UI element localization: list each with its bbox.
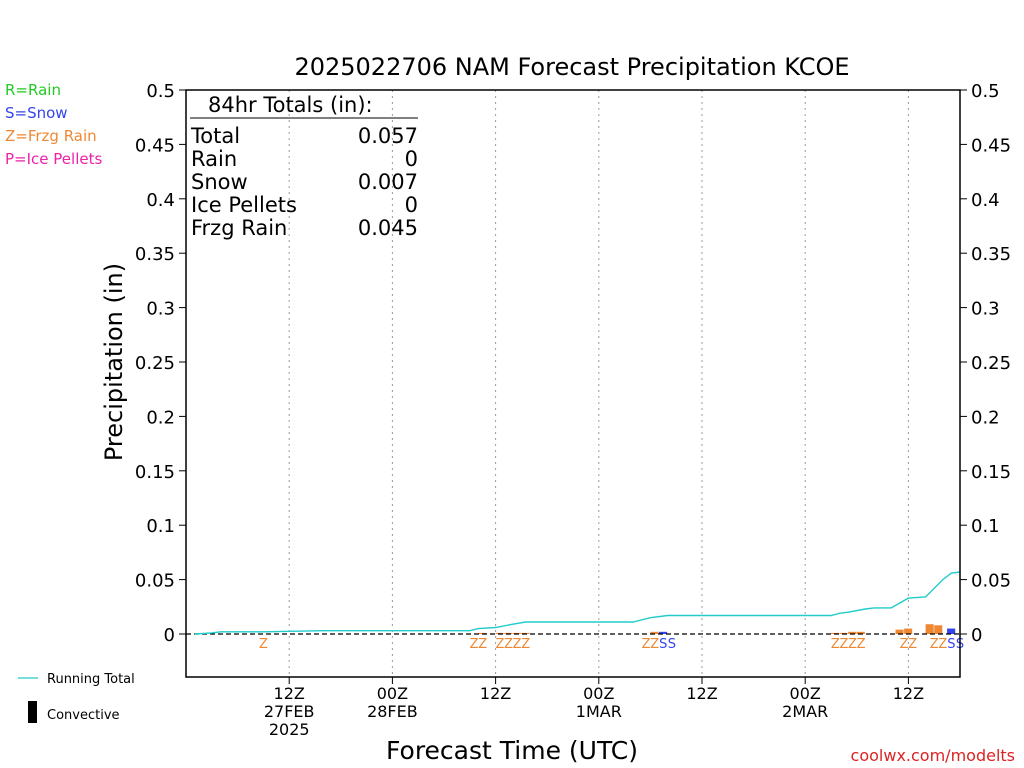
y-tick-label-left-7: 0.35 bbox=[135, 244, 175, 265]
x-tick-label-6-0: 12Z bbox=[893, 684, 924, 703]
y-tick-label-right-1: 0.05 bbox=[971, 571, 1011, 592]
y-tick-label-right-2: 0.1 bbox=[971, 516, 1000, 537]
type-label-19: S bbox=[947, 637, 955, 652]
y-tick-label-right-3: 0.15 bbox=[971, 462, 1011, 483]
y-tick-label-right-10: 0.5 bbox=[971, 81, 1000, 102]
type-label-12: Z bbox=[839, 637, 848, 652]
type-label-17: Z bbox=[930, 637, 939, 652]
y-axis-label: Precipitation (in) bbox=[100, 263, 128, 461]
legend-convective: Convective bbox=[47, 708, 120, 723]
y-tick-label-right-4: 0.2 bbox=[971, 407, 1000, 428]
y-tick-label-left-10: 0.5 bbox=[146, 81, 175, 102]
type-label-18: Z bbox=[938, 637, 947, 652]
type-label-8: Z bbox=[650, 637, 659, 652]
x-tick-label-5-1: 2MAR bbox=[782, 702, 828, 721]
plot-frame bbox=[185, 89, 961, 678]
bar-10 bbox=[856, 631, 865, 634]
y-tick-label-left-8: 0.4 bbox=[146, 190, 175, 211]
type-label-15: Z bbox=[900, 637, 909, 652]
totals-label-rain: Rain bbox=[191, 147, 237, 171]
running-total-line bbox=[194, 571, 961, 635]
x-axis-label: Forecast Time (UTC) bbox=[386, 736, 638, 765]
credit-text: coolwx.com/modelts bbox=[851, 746, 1015, 765]
totals-label-ice-pellets: Ice Pellets bbox=[191, 193, 297, 217]
y-tick-label-right-5: 0.25 bbox=[971, 353, 1011, 374]
x-tick-label-5-0: 00Z bbox=[790, 684, 821, 703]
legend-frzg-rain: Z=Frzg Rain bbox=[5, 127, 97, 145]
type-label-0: Z bbox=[259, 637, 268, 652]
type-label-13: Z bbox=[848, 637, 857, 652]
totals-heading: 84hr Totals (in): bbox=[208, 93, 373, 117]
type-label-7: Z bbox=[642, 637, 651, 652]
x-tick-label-3-1: 1MAR bbox=[576, 702, 622, 721]
x-tick-label-4-0: 12Z bbox=[686, 684, 717, 703]
bar-9 bbox=[848, 631, 857, 634]
type-label-6: Z bbox=[521, 637, 530, 652]
legend-ice-pellets: P=Ice Pellets bbox=[5, 150, 102, 168]
running-total-series bbox=[194, 571, 961, 635]
bar-15 bbox=[947, 628, 956, 634]
y-tick-label-left-2: 0.1 bbox=[146, 516, 175, 537]
type-label-11: Z bbox=[831, 637, 840, 652]
y-axes: 0 0 0.05 0.05 0.1 0.1 0.15 0.15 0.2 0.2 0.25 0.25 0.… bbox=[135, 81, 1011, 646]
y-tick-label-right-0: 0 bbox=[971, 625, 982, 646]
type-label-3: Z bbox=[495, 637, 504, 652]
legend-snow: S=Snow bbox=[5, 104, 68, 122]
x-tick-label-0-2: 2025 bbox=[269, 720, 310, 739]
x-tick-label-1-1: 28FEB bbox=[367, 702, 418, 721]
y-tick-label-left-6: 0.3 bbox=[146, 299, 175, 320]
x-tick-label-1-0: 00Z bbox=[377, 684, 408, 703]
bar-14 bbox=[934, 625, 943, 634]
y-tick-label-right-9: 0.45 bbox=[971, 135, 1011, 156]
x-tick-label-2-0: 12Z bbox=[480, 684, 511, 703]
y-tick-label-left-1: 0.05 bbox=[135, 571, 175, 592]
bar-5 bbox=[650, 631, 659, 634]
x-tick-label-0-0: 12Z bbox=[274, 684, 305, 703]
totals-value-total: 0.057 bbox=[358, 124, 418, 148]
totals-value-snow: 0.007 bbox=[358, 170, 418, 194]
type-label-10: S bbox=[668, 637, 676, 652]
chart-title: 2025022706 NAM Forecast Precipitation KC… bbox=[294, 53, 849, 81]
type-label-16: Z bbox=[908, 637, 917, 652]
y-tick-label-right-8: 0.4 bbox=[971, 190, 1000, 211]
y-tick-label-right-7: 0.35 bbox=[971, 244, 1011, 265]
type-label-4: Z bbox=[504, 637, 513, 652]
x-tick-label-3-0: 00Z bbox=[583, 684, 614, 703]
type-label-9: S bbox=[659, 637, 667, 652]
y-tick-label-left-4: 0.2 bbox=[146, 407, 175, 428]
totals-value-rain: 0 bbox=[405, 147, 418, 171]
totals-label-total: Total bbox=[190, 124, 240, 148]
totals-value-frzg-rain: 0.045 bbox=[358, 216, 418, 240]
legend-convective-swatch bbox=[28, 701, 37, 723]
type-label-1: Z bbox=[470, 637, 479, 652]
totals-label-snow: Snow bbox=[191, 170, 248, 194]
y-tick-label-right-6: 0.3 bbox=[971, 299, 1000, 320]
legend-rain: R=Rain bbox=[5, 81, 61, 99]
totals-label-frzg-rain: Frzg Rain bbox=[191, 216, 287, 240]
y-tick-label-left-5: 0.25 bbox=[135, 353, 175, 374]
totals-value-ice-pellets: 0 bbox=[405, 193, 418, 217]
bar-12 bbox=[904, 628, 913, 634]
y-tick-label-left-3: 0.15 bbox=[135, 462, 175, 483]
type-label-5: Z bbox=[513, 637, 522, 652]
bar-11 bbox=[895, 629, 904, 634]
type-label-2: Z bbox=[478, 637, 487, 652]
y-tick-label-left-9: 0.45 bbox=[135, 135, 175, 156]
x-gridlines bbox=[288, 90, 909, 677]
type-label-14: Z bbox=[857, 637, 866, 652]
precip-bars bbox=[478, 624, 956, 634]
totals-box: 84hr Totals (in): Total 0.057 Rain 0 Sno… bbox=[190, 93, 418, 240]
bar-13 bbox=[925, 624, 934, 634]
bar-6 bbox=[659, 631, 668, 634]
x-tick-label-0-1: 27FEB bbox=[264, 702, 315, 721]
legend-running-total: Running Total bbox=[47, 672, 135, 687]
y-tick-label-left-0: 0 bbox=[164, 625, 175, 646]
